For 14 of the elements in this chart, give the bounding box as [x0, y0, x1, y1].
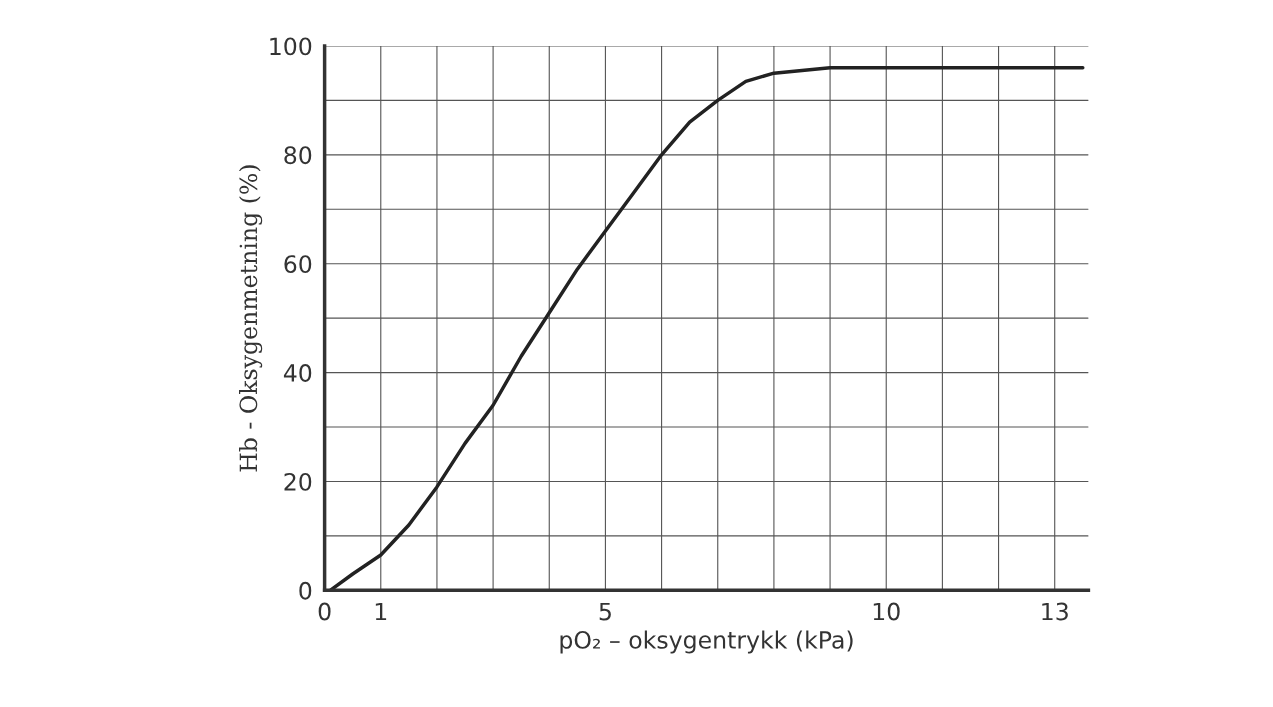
y-tick-label: 80 [284, 146, 312, 165]
x-tick-label: 0 [318, 602, 331, 621]
x-tick-label: 10 [873, 602, 900, 621]
y-axis-title: Hb - Oksygenmetning (%) [239, 165, 263, 472]
y-tick-label: 40 [283, 364, 312, 382]
x-axis-title: pO₂ – oksygentrykk (kPa) [560, 630, 853, 654]
x-tick-label: 1 [375, 602, 387, 621]
y-tick-label: 100 [270, 37, 312, 56]
x-tick-label: 13 [1042, 602, 1068, 621]
x-tick-label: 5 [599, 602, 611, 621]
y-tick-label: 60 [284, 255, 312, 274]
line-series [328, 65, 1085, 591]
y-tick-label: 0 [299, 581, 312, 600]
y-tick-label: 20 [284, 472, 312, 491]
